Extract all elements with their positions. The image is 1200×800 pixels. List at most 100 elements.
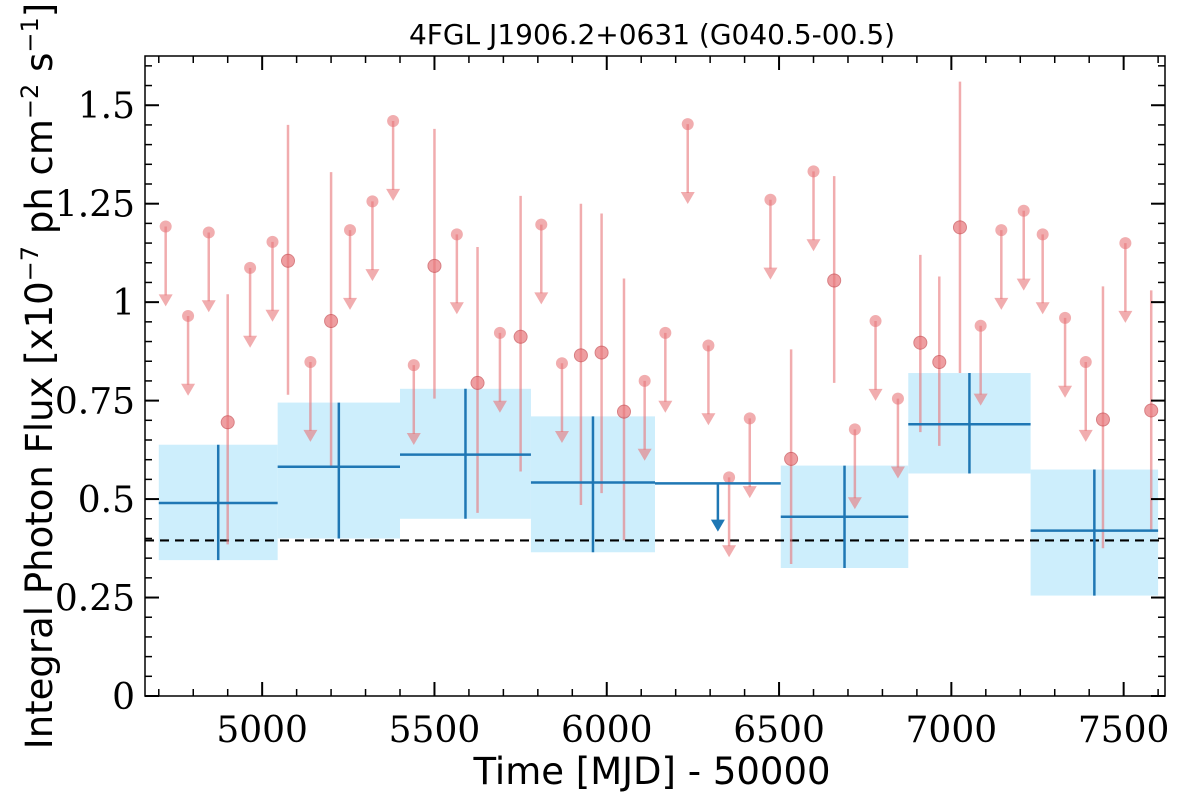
short-bin-upper-limit-arrowhead bbox=[658, 400, 673, 413]
short-bin-upper-limit-arrowhead bbox=[701, 413, 716, 426]
y-tick-label: 1.5 bbox=[78, 86, 135, 127]
short-bin-upper-limit-point bbox=[638, 374, 651, 387]
short-bin-point bbox=[513, 329, 528, 344]
short-bin-upper-limit-arrowhead bbox=[806, 239, 821, 252]
short-bin-upper-limit-arrowhead bbox=[449, 302, 464, 315]
short-bin-point bbox=[784, 451, 799, 466]
short-bin-upper-limit-point bbox=[1119, 237, 1132, 250]
short-bin-upper-limit-arrowhead bbox=[742, 486, 757, 499]
short-bin-point bbox=[932, 355, 947, 370]
short-bin-upper-limit-point bbox=[266, 235, 279, 248]
y-tick-label: 0.25 bbox=[55, 579, 135, 620]
short-bin-upper-limit-arrowhead bbox=[994, 297, 1009, 310]
short-bin-upper-limit-point bbox=[535, 218, 548, 231]
short-bin-upper-limit-arrowhead bbox=[1058, 385, 1073, 398]
short-bin-upper-limit-arrowhead bbox=[1016, 278, 1031, 291]
long-bin-upper-limit-arrowhead bbox=[710, 519, 725, 532]
short-bin-upper-limit-point bbox=[848, 423, 861, 436]
x-tick-label: 5500 bbox=[389, 710, 481, 751]
short-bin-upper-limit-arrowhead bbox=[890, 466, 905, 479]
x-tick-label: 5000 bbox=[216, 710, 308, 751]
x-tick-label: 7500 bbox=[1078, 710, 1170, 751]
short-bin-upper-limit-arrowhead bbox=[265, 309, 280, 322]
short-bin-upper-limit-arrowhead bbox=[1078, 429, 1093, 442]
short-bin-upper-limit-point bbox=[659, 326, 672, 339]
short-bin-upper-limit-arrowhead bbox=[680, 191, 695, 204]
short-bin-upper-limit-arrowhead bbox=[722, 545, 737, 558]
y-tick-label: 1.25 bbox=[55, 185, 135, 226]
axis-ticks-layer: 5000 5500 6000 6500 7000 7500 0 0.25 0.5 0.75 1 1.2… bbox=[55, 56, 1170, 751]
short-bin-upper-limit-point bbox=[202, 226, 215, 239]
y-axis-label-mid2: s bbox=[18, 53, 61, 84]
y-axis-label-exp3: −1 bbox=[16, 17, 44, 52]
short-bin-point bbox=[594, 345, 609, 360]
short-bin-upper-limit-point bbox=[869, 315, 882, 328]
short-bin-upper-limit-point bbox=[743, 412, 756, 425]
short-bin-upper-limit-arrowhead bbox=[847, 497, 862, 510]
short-bin-upper-limit-arrowhead bbox=[365, 269, 380, 282]
short-bin-upper-limit-point bbox=[493, 326, 506, 339]
y-axis-label-mid: ph cm bbox=[18, 119, 61, 246]
short-bin-upper-limit-point bbox=[995, 224, 1008, 237]
long-bin-layer bbox=[158, 373, 1159, 596]
short-bin-upper-limit-arrowhead bbox=[1118, 310, 1133, 323]
y-tick-label: 0.5 bbox=[78, 480, 135, 521]
short-bin-upper-limit-point bbox=[807, 165, 820, 178]
plot-frame bbox=[144, 55, 1166, 697]
x-tick-label: 6000 bbox=[561, 710, 653, 751]
y-axis-label-exp1: −7 bbox=[16, 246, 44, 281]
short-bin-upper-limit-point bbox=[764, 193, 777, 206]
y-tick-label: 1 bbox=[112, 283, 135, 324]
short-bin-upper-limit-arrowhead bbox=[1035, 302, 1050, 315]
x-tick-label: 7000 bbox=[906, 710, 998, 751]
short-bin-upper-limit-arrowhead bbox=[243, 335, 258, 348]
y-axis-label: Integral Photon Flux [x10−7 ph cm−2 s−1] bbox=[16, 3, 61, 749]
short-bin-upper-limit-point bbox=[681, 118, 694, 131]
short-bin-upper-limit-point bbox=[1036, 228, 1049, 241]
short-bin-upper-limit-arrowhead bbox=[492, 400, 507, 413]
short-bin-upper-limit-point bbox=[891, 392, 904, 405]
short-bin-point bbox=[324, 314, 339, 329]
x-axis-label: Time [MJD] - 50000 bbox=[472, 750, 830, 793]
short-bin-upper-limit-point bbox=[723, 471, 736, 484]
short-bin-upper-limit-arrowhead bbox=[637, 448, 652, 461]
short-bin-upper-limit-point bbox=[182, 309, 195, 322]
short-bin-upper-limit-arrowhead bbox=[343, 297, 358, 310]
short-bin-point bbox=[1095, 412, 1110, 427]
short-bin-upper-limit-arrowhead bbox=[554, 431, 569, 444]
short-bin-upper-limit-arrowhead bbox=[386, 188, 401, 201]
x-tick-label: 6500 bbox=[733, 710, 825, 751]
short-bin-point bbox=[281, 253, 296, 268]
short-bin-upper-limit-point bbox=[344, 224, 357, 237]
short-bin-point bbox=[827, 273, 842, 288]
y-tick-label: 0 bbox=[112, 677, 135, 718]
short-bin-upper-limit-point bbox=[1017, 204, 1030, 217]
short-bin-point bbox=[913, 335, 928, 350]
chart-title: 4FGL J1906.2+0631 (G040.5-00.5) bbox=[409, 18, 895, 51]
short-bin-upper-limit-arrowhead bbox=[181, 383, 196, 396]
short-bin-upper-limit-point bbox=[387, 114, 400, 127]
short-bin-upper-limit-point bbox=[244, 261, 257, 274]
short-bin-upper-limit-point bbox=[974, 319, 987, 332]
short-bin-upper-limit-point bbox=[702, 339, 715, 352]
short-bin-upper-limit-arrowhead bbox=[406, 433, 421, 445]
short-bin-upper-limit-point bbox=[159, 220, 172, 233]
short-bin-upper-limit-point bbox=[407, 359, 420, 372]
y-axis-label-end: ] bbox=[18, 3, 61, 17]
short-bin-upper-limit-point bbox=[1079, 356, 1092, 369]
short-bin-upper-limit-point bbox=[366, 195, 379, 208]
short-bin-point bbox=[427, 258, 442, 273]
short-bin-point bbox=[573, 348, 588, 363]
short-bin-upper-limit-point bbox=[450, 228, 463, 241]
short-bin-upper-limit-point bbox=[304, 356, 317, 369]
y-axis-label-exp2: −2 bbox=[16, 84, 44, 119]
short-bin-upper-limit-point bbox=[555, 357, 568, 370]
short-bin-point bbox=[470, 375, 485, 390]
short-bin-upper-limit-arrowhead bbox=[201, 300, 216, 313]
short-bin-upper-limit-arrowhead bbox=[303, 429, 318, 442]
short-bin-upper-limit-arrowhead bbox=[973, 393, 988, 406]
short-bin-point bbox=[952, 220, 967, 235]
short-bin-upper-limit-arrowhead bbox=[763, 267, 778, 280]
short-bin-layer bbox=[158, 81, 1159, 565]
